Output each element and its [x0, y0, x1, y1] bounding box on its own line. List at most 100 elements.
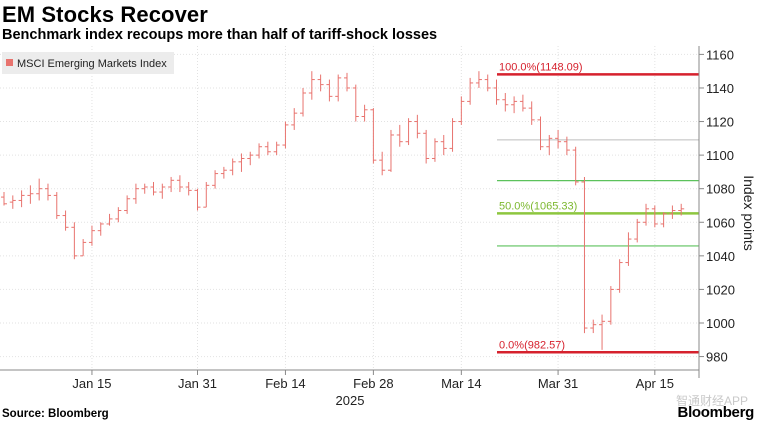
- x-axis-year-label: 2025: [336, 393, 365, 408]
- ohlc-series: [1, 71, 685, 350]
- y-tick-label: 1140: [706, 81, 734, 96]
- y-tick-label: 1040: [706, 249, 735, 264]
- ohlc-bar: [396, 124, 403, 147]
- y-tick-label: 1080: [706, 182, 735, 197]
- ohlc-bar: [563, 136, 570, 156]
- ohlc-bar: [625, 232, 632, 266]
- ohlc-bar: [291, 108, 298, 130]
- ohlc-bar: [387, 129, 394, 172]
- ohlc-bar: [405, 118, 412, 146]
- ohlc-bar: [484, 74, 491, 92]
- grid-lines: [0, 46, 699, 370]
- ohlc-bar: [168, 176, 175, 193]
- x-tick-label: Feb 14: [265, 376, 305, 391]
- x-tick-label: Mar 31: [538, 376, 578, 391]
- ohlc-bar: [141, 183, 148, 194]
- watermark-text: 智通财经APP: [675, 394, 748, 408]
- ohlc-bar: [220, 166, 227, 179]
- ohlc-bar: [423, 129, 430, 164]
- ohlc-bar: [546, 134, 553, 156]
- ohlc-bar: [335, 74, 342, 102]
- ohlc-bar: [458, 96, 465, 125]
- y-tick-label: 1000: [706, 316, 735, 331]
- ohlc-bar: [326, 79, 333, 102]
- ohlc-bar: [581, 176, 588, 334]
- legend: MSCI Emerging Markets Index: [2, 52, 174, 74]
- chart-subtitle: Benchmark index recoups more than half o…: [2, 27, 438, 43]
- bloomberg-logo: Bloomberg: [677, 404, 755, 421]
- ohlc-bar: [264, 141, 271, 156]
- ohlc-bar: [256, 143, 263, 159]
- x-tick-label: Jan 15: [72, 376, 111, 391]
- retracement-label: 0.0%(982.57): [499, 339, 565, 351]
- ohlc-bar: [212, 170, 219, 189]
- ohlc-bar: [308, 71, 315, 100]
- ohlc-bar: [300, 87, 307, 117]
- ohlc-bar: [229, 158, 236, 176]
- retracement-label: 100.0%(1148.09): [499, 61, 583, 73]
- ohlc-bar: [511, 96, 518, 114]
- ohlc-bar: [9, 195, 16, 209]
- ohlc-bar: [555, 129, 562, 149]
- ohlc-bar: [185, 181, 192, 196]
- retracement-lines: 100.0%(1148.09) 50.0%(1065.33) 0.0%(982.57…: [497, 61, 699, 354]
- ohlc-bar: [669, 205, 676, 219]
- ohlc-bar: [124, 195, 131, 214]
- ohlc-bar: [502, 93, 509, 112]
- ohlc-bar: [273, 141, 280, 156]
- ohlc-bar: [344, 72, 350, 92]
- legend-box: [2, 52, 174, 74]
- ohlc-bar: [660, 212, 667, 228]
- ohlc-bar: [572, 146, 579, 186]
- ohlc-bar: [449, 118, 456, 152]
- ohlc-bar: [150, 181, 157, 196]
- y-axis-title: Index points: [741, 175, 757, 251]
- ohlc-bar: [379, 151, 386, 176]
- ohlc-bar: [599, 314, 606, 350]
- ohlc-bar: [678, 203, 685, 216]
- retracement-label: 50.0%(1065.33): [499, 200, 577, 212]
- x-tick-label: Apr 15: [636, 376, 674, 391]
- ohlc-bar: [651, 205, 658, 228]
- ohlc-bar: [88, 225, 95, 246]
- y-axis: 980 1000 1020 1040 1060 1080 1100 1120 1140 1160: [698, 46, 735, 378]
- ohlc-bar: [71, 222, 78, 260]
- ohlc-bar: [106, 213, 113, 226]
- ohlc-bar: [537, 116, 544, 151]
- ohlc-bar: [607, 286, 614, 325]
- ohlc-bar: [475, 71, 482, 88]
- ohlc-bar: [467, 77, 474, 105]
- ohlc-bar: [194, 188, 201, 211]
- ohlc-bar: [352, 84, 359, 122]
- ohlc-bar: [519, 94, 526, 112]
- source-note: Source: Bloomberg: [2, 408, 109, 420]
- ohlc-bar: [317, 74, 324, 92]
- ohlc-bar: [97, 222, 104, 236]
- ohlc-bar: [361, 104, 368, 122]
- ohlc-bar: [431, 138, 438, 162]
- ohlc-bar: [528, 101, 535, 125]
- ohlc-bar: [115, 207, 122, 223]
- ohlc-bar: [440, 134, 447, 156]
- x-tick-label: Mar 14: [441, 376, 481, 391]
- ohlc-bar: [370, 108, 377, 164]
- ohlc-bar: [53, 192, 60, 219]
- ohlc-bar: [176, 175, 183, 193]
- ohlc-bar: [132, 183, 139, 204]
- ohlc-bar: [36, 178, 43, 201]
- ohlc-bar: [634, 218, 641, 243]
- y-tick-label: 1060: [706, 215, 735, 230]
- ohlc-bar: [159, 183, 166, 199]
- ohlc-bar: [1, 192, 7, 206]
- ohlc-bar: [18, 190, 25, 208]
- ohlc-bar: [80, 239, 87, 257]
- ohlc-bar: [643, 203, 650, 226]
- chart-title: EM Stocks Recover: [2, 2, 208, 27]
- y-tick-label: 980: [706, 350, 728, 365]
- ohlc-bar: [282, 121, 289, 149]
- ohlc-bar: [27, 185, 34, 204]
- y-tick-label: 1160: [706, 47, 734, 62]
- y-tick-label: 1100: [706, 148, 734, 163]
- y-tick-label: 1120: [706, 115, 734, 130]
